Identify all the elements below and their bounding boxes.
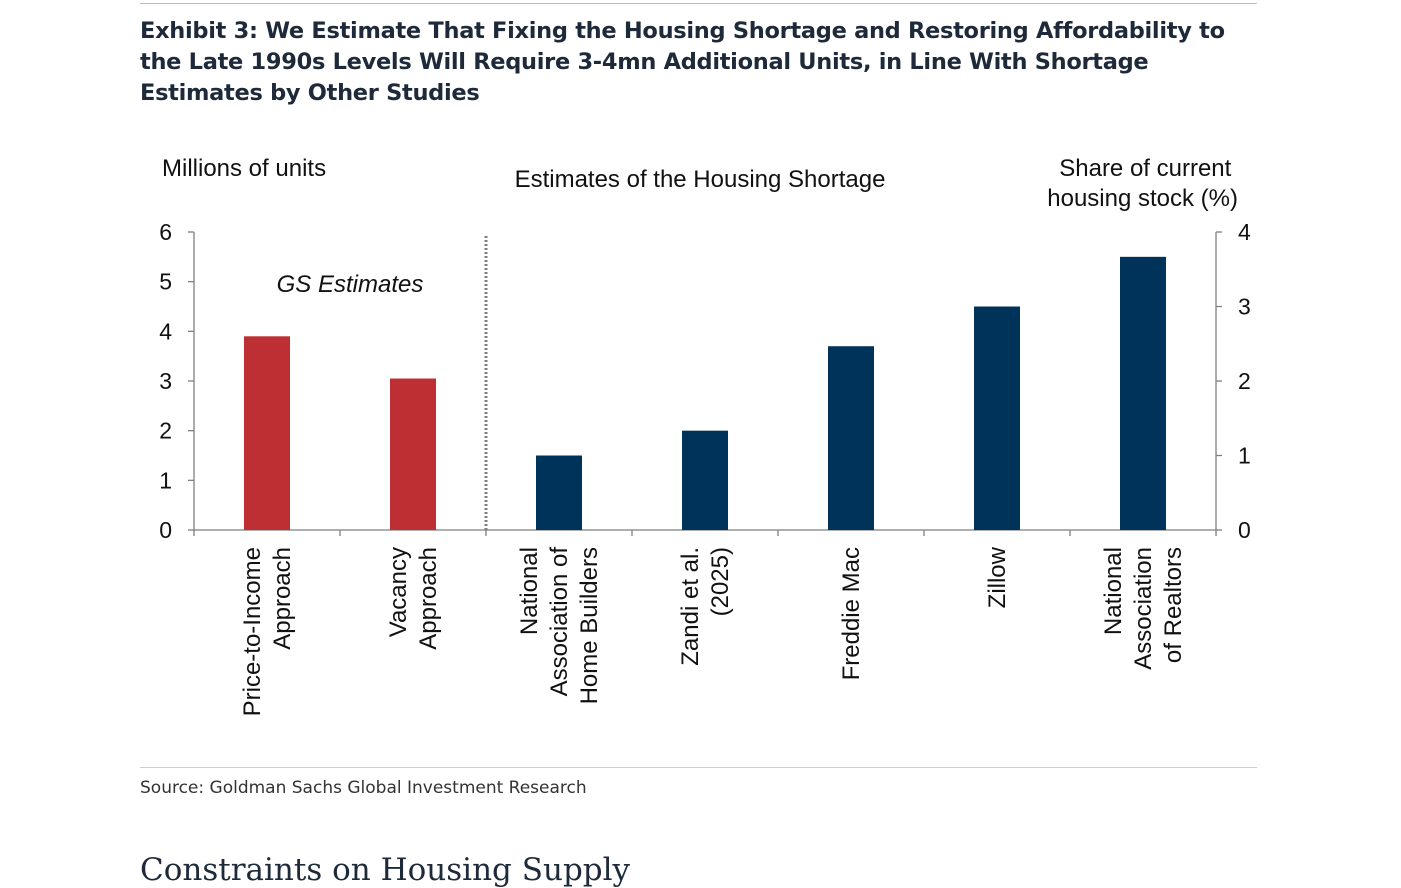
- x-category-label-line: Price-to-Income: [239, 547, 266, 716]
- left-y-tick-label: 2: [159, 418, 172, 444]
- bar: [390, 378, 436, 530]
- x-category-label-line: Zandi et al.: [677, 547, 704, 666]
- bars: [244, 256, 1166, 530]
- x-category-label: Price-to-Income Approach: [239, 547, 296, 716]
- x-category-label-line: (2025): [707, 547, 734, 616]
- x-category-label-line: of Realtors: [1160, 547, 1187, 663]
- x-category-label: National Association of Realtors: [1100, 547, 1187, 670]
- right-y-ticks: 0 1 2 3 4: [1216, 219, 1251, 543]
- bar: [682, 430, 728, 530]
- x-ticks: [193, 530, 1217, 536]
- source-note: Source: Goldman Sachs Global Investment …: [140, 778, 587, 798]
- right-axis-label: Share of current housing stock (%): [1047, 155, 1238, 212]
- x-category-label: Zandi et al. (2025): [677, 547, 734, 666]
- x-category-label: Zillow: [984, 546, 1011, 608]
- left-axis-label: Millions of units: [162, 155, 326, 182]
- x-category-label: Vacancy Approach: [385, 547, 442, 650]
- right-y-tick-label: 0: [1238, 517, 1251, 543]
- right-y-tick-label: 2: [1238, 368, 1251, 394]
- x-category-label-line: National: [1100, 547, 1127, 635]
- source-rule: [140, 767, 1257, 768]
- bar: [536, 455, 582, 530]
- x-category-label-line: Approach: [415, 547, 442, 650]
- left-y-tick-label: 6: [159, 219, 172, 245]
- x-category-label-line: Home Builders: [576, 547, 603, 704]
- x-category-label: National Association of Home Builders: [516, 547, 603, 705]
- bar: [974, 306, 1020, 530]
- gs-estimates-annotation: GS Estimates: [277, 271, 424, 298]
- bar: [1120, 256, 1166, 530]
- x-category-label-line: Approach: [269, 547, 296, 650]
- x-category-label-line: Association of: [546, 547, 573, 697]
- x-category-label-line: National: [516, 547, 543, 635]
- right-y-tick-label: 4: [1238, 219, 1251, 245]
- left-y-tick-label: 0: [159, 517, 172, 543]
- x-category-label-line: Freddie Mac: [838, 547, 865, 680]
- section-heading: Constraints on Housing Supply: [140, 852, 631, 888]
- x-category-label-line: Association: [1130, 547, 1157, 670]
- top-rule: [140, 3, 1257, 4]
- left-y-tick-label: 5: [159, 269, 172, 295]
- right-y-tick-label: 1: [1238, 443, 1251, 469]
- exhibit-title: Exhibit 3: We Estimate That Fixing the H…: [140, 18, 1225, 106]
- left-y-tick-label: 1: [159, 467, 172, 493]
- x-category-label-line: Zillow: [984, 546, 1011, 608]
- right-axis-label-line-1: Share of current: [1059, 155, 1231, 182]
- x-category-labels: Price-to-Income Approach Vacancy Approach Na…: [239, 546, 1187, 716]
- left-y-tick-label: 3: [159, 368, 172, 394]
- bar: [828, 346, 874, 530]
- left-y-tick-label: 4: [159, 318, 172, 344]
- x-category-label-line: Vacancy: [385, 547, 412, 637]
- x-category-label: Freddie Mac: [838, 547, 865, 680]
- bar: [244, 336, 290, 530]
- right-y-tick-label: 3: [1238, 294, 1251, 320]
- chart-title: Estimates of the Housing Shortage: [515, 166, 886, 193]
- left-y-ticks: 0 1 2 3 4 5 6: [159, 219, 194, 543]
- right-axis-label-line-2: housing stock (%): [1047, 185, 1238, 212]
